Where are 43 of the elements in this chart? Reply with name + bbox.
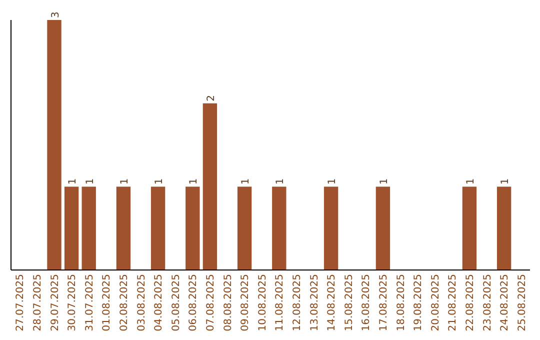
data-label: 1 (327, 178, 338, 185)
data-label: 1 (378, 178, 390, 185)
x-tick-label: 12.08.2025 (292, 274, 303, 332)
x-tick-label: 17.08.2025 (378, 274, 390, 332)
data-label: 1 (154, 178, 166, 185)
x-tick-label: 10.08.2025 (257, 274, 268, 332)
x-tick-label: 02.08.2025 (118, 274, 130, 332)
x-tick-label: 30.07.2025 (67, 274, 78, 332)
data-label: 1 (240, 178, 252, 185)
x-tick-label: 21.08.2025 (448, 274, 459, 332)
x-tick-label: 13.08.2025 (309, 274, 320, 332)
x-tick-label: 27.07.2025 (15, 274, 26, 332)
data-label: 3 (50, 12, 62, 18)
x-tick-label: 22.08.2025 (464, 274, 476, 332)
x-tick-label: 25.08.2025 (516, 274, 528, 332)
data-label: 1 (188, 178, 200, 185)
x-tick-label: 19.08.2025 (413, 274, 424, 332)
data-label: 1 (465, 178, 476, 185)
x-tick-label: 11.08.2025 (274, 274, 286, 332)
data-label: 1 (119, 178, 130, 185)
x-tick-label: 16.08.2025 (361, 274, 372, 332)
x-tick-label: 29.07.2025 (50, 274, 61, 332)
x-tick-label: 28.07.2025 (32, 274, 44, 332)
x-tick-label: 01.08.2025 (102, 274, 113, 332)
x-tick-label: 04.08.2025 (154, 274, 165, 332)
x-tick-label: 20.08.2025 (430, 274, 442, 332)
data-label: 1 (275, 178, 286, 185)
x-tick-label: 07.08.2025 (205, 274, 216, 332)
x-tick-label: 09.08.2025 (240, 274, 252, 332)
x-tick-label: 24.08.2025 (500, 274, 511, 332)
x-tick-label: 08.08.2025 (222, 274, 234, 332)
x-tick-label: 18.08.2025 (396, 274, 407, 332)
x-tick-label: 31.07.2025 (84, 274, 96, 332)
data-label: 2 (206, 94, 217, 102)
x-tick-label: 06.08.2025 (188, 274, 200, 332)
x-tick-label: 05.08.2025 (170, 274, 182, 332)
data-label: 1 (500, 178, 512, 185)
x-tick-label: 23.08.2025 (482, 274, 494, 332)
x-tick-label: 15.08.2025 (344, 274, 355, 332)
x-tick-label: 03.08.2025 (136, 274, 148, 332)
data-label: 1 (68, 178, 79, 185)
x-tick-label: 14.08.2025 (326, 274, 338, 332)
data-label: 1 (84, 178, 96, 185)
